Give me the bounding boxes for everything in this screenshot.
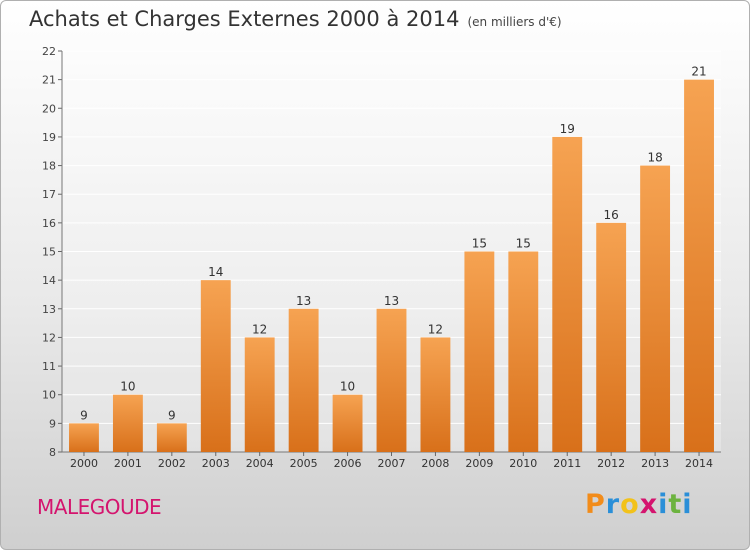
y-tick-label: 16 — [42, 217, 56, 230]
logo-letter: r — [605, 489, 621, 520]
x-tick-label: 2006 — [334, 457, 362, 470]
logo-letter: i — [682, 489, 693, 520]
y-tick-label: 9 — [49, 417, 56, 430]
chart-title: Achats et Charges Externes 2000 à 2014 (e… — [29, 7, 562, 31]
x-tick-label: 2008 — [421, 457, 449, 470]
x-tick-label: 2005 — [290, 457, 318, 470]
y-tick-label: 8 — [49, 446, 56, 459]
y-tick-label: 12 — [42, 331, 56, 344]
y-tick-label: 14 — [42, 274, 56, 287]
y-tick-label: 19 — [42, 131, 56, 144]
x-tick-label: 2002 — [158, 457, 186, 470]
x-tick-label: 2013 — [641, 457, 669, 470]
bar-2013 — [640, 165, 671, 453]
data-label: 10 — [340, 380, 355, 394]
data-label: 15 — [516, 237, 531, 251]
bar-2008 — [420, 337, 451, 452]
commune-name: MALEGOUDE — [37, 495, 162, 519]
bar-2009 — [464, 251, 495, 452]
x-tick-label: 2011 — [553, 457, 581, 470]
proxiti-logo: Proxiti — [585, 489, 693, 520]
data-label: 16 — [604, 208, 619, 222]
x-tick-label: 2000 — [70, 457, 98, 470]
x-tick-label: 2014 — [685, 457, 713, 470]
x-tick-label: 2004 — [246, 457, 274, 470]
bar-2003 — [200, 280, 231, 452]
x-tick-label: 2012 — [597, 457, 625, 470]
bar-2012 — [596, 222, 627, 452]
y-tick-label: 17 — [42, 188, 56, 201]
x-tick-label: 2003 — [202, 457, 230, 470]
bar-2006 — [332, 394, 363, 452]
y-tick-label: 21 — [42, 74, 56, 87]
y-tick-label: 11 — [42, 360, 56, 373]
title-text: Achats et Charges Externes 2000 à 2014 — [29, 7, 460, 31]
data-label: 15 — [472, 237, 487, 251]
bar-2011 — [552, 136, 583, 452]
bar-2002 — [156, 423, 187, 452]
title-unit: (en milliers d'€) — [467, 15, 562, 29]
bar-2005 — [288, 308, 319, 452]
y-tick-label: 10 — [42, 389, 56, 402]
data-label: 9 — [168, 408, 176, 422]
x-tick-label: 2007 — [378, 457, 406, 470]
data-label: 10 — [120, 380, 135, 394]
bar-2007 — [376, 308, 407, 452]
data-label: 13 — [296, 294, 311, 308]
y-tick-label: 15 — [42, 246, 56, 259]
data-label: 19 — [560, 122, 575, 136]
bar-2004 — [244, 337, 275, 452]
data-label: 9 — [80, 408, 88, 422]
data-label: 14 — [208, 265, 223, 279]
logo-letter: x — [639, 489, 659, 520]
logo-letter: P — [585, 489, 606, 520]
x-tick-label: 2009 — [465, 457, 493, 470]
y-tick-label: 13 — [42, 303, 56, 316]
y-tick-label: 22 — [42, 45, 56, 58]
bar-2001 — [112, 394, 143, 452]
data-label: 13 — [384, 294, 399, 308]
logo-letter: o — [620, 489, 640, 520]
logo-letter: t — [668, 489, 683, 520]
x-tick-label: 2001 — [114, 457, 142, 470]
data-label: 12 — [252, 322, 267, 336]
data-label: 12 — [428, 322, 443, 336]
bar-2014 — [684, 79, 714, 453]
data-label: 18 — [647, 151, 662, 165]
bar-2000 — [69, 423, 99, 452]
x-tick-label: 2010 — [509, 457, 537, 470]
bar-2010 — [508, 251, 539, 452]
data-label: 21 — [691, 65, 706, 79]
y-tick-label: 18 — [42, 160, 56, 173]
logo-letter: i — [658, 489, 669, 520]
y-tick-label: 20 — [42, 102, 56, 115]
